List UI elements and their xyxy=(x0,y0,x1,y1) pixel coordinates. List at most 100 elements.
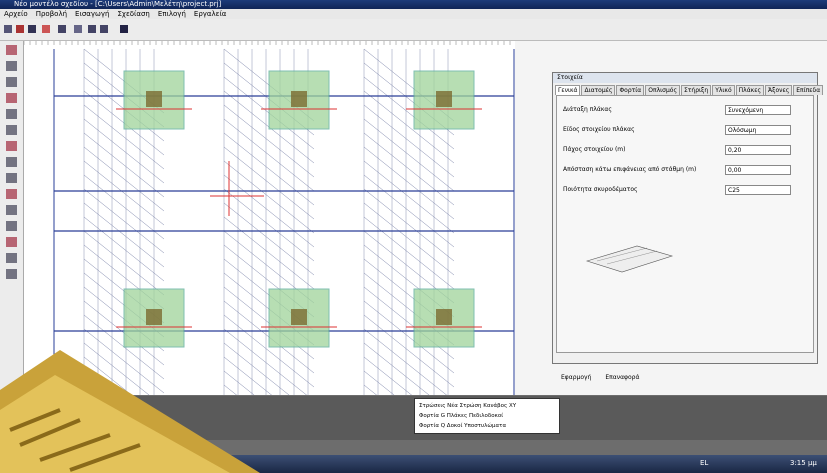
mesh-line xyxy=(83,104,165,170)
mesh-line xyxy=(223,132,315,206)
dialog-tab: Άξονες xyxy=(764,85,793,95)
dialog-tab: Φορτία xyxy=(616,85,645,95)
title-bar: Νέο μοντέλο σχεδίου - [C:\Users\Admin\Με… xyxy=(0,0,827,9)
mesh-line xyxy=(223,314,315,388)
mesh-line xyxy=(363,188,455,262)
footer-option: Επαναφορά xyxy=(605,374,640,381)
field-label: Είδος στοιχείου πλάκας xyxy=(563,126,635,133)
mesh-line xyxy=(363,146,455,220)
field-value: Ολόσωμη xyxy=(725,125,791,135)
dialog-panel: Εφαρμογή Επαναφορά Διάταξη πλάκας Συνεχόμε… xyxy=(556,95,814,381)
mesh-line xyxy=(363,132,455,206)
column xyxy=(291,91,307,107)
mesh-line xyxy=(83,160,165,226)
field-label: Διάταξη πλάκας xyxy=(563,106,612,113)
mesh-line xyxy=(363,370,455,444)
menu-bar: Αρχείο Προβολή Εισαγωγή Σχεδίαση Επιλογή Εργα… xyxy=(0,9,827,19)
language: EL xyxy=(700,459,709,467)
mesh-line xyxy=(223,146,315,220)
mesh-line xyxy=(223,118,315,192)
mesh-line xyxy=(83,230,165,296)
status-line: Φορτία G Πλάκες Πεδιλοδοκοί xyxy=(419,413,504,419)
field-value: 0,20 xyxy=(725,145,791,155)
menu-item: Αρχείο xyxy=(4,10,28,18)
field-value: C25 xyxy=(725,185,791,195)
tool-icon xyxy=(6,125,17,135)
field-label: Πάχος στοιχείου (m) xyxy=(563,146,626,153)
slab-preview xyxy=(585,245,674,273)
dialog-tab: Οπλισμός xyxy=(645,85,680,95)
mesh-line xyxy=(223,160,315,234)
tool-icon xyxy=(6,173,17,183)
mesh-line xyxy=(83,118,165,184)
mesh-line xyxy=(363,300,455,374)
dialog-tab: Διατομές xyxy=(581,85,616,95)
mesh-line xyxy=(363,160,455,234)
field-row: Διάταξη πλάκας Συνεχόμενη xyxy=(563,104,813,116)
tool-icon xyxy=(6,141,17,151)
status-line: Φορτία Q Δοκοί Υποστυλώματα xyxy=(419,423,507,429)
mesh-line xyxy=(363,90,455,164)
tool-icon xyxy=(6,237,17,247)
tool-icon xyxy=(6,253,17,263)
tool-icon xyxy=(6,269,17,279)
mesh-line xyxy=(83,188,165,254)
decoration xyxy=(0,350,260,473)
dialog-tab: Υλικό xyxy=(712,85,735,95)
drawing-canvas xyxy=(23,41,515,458)
dialog-title: Στοιχεία xyxy=(553,73,817,83)
mesh-line xyxy=(363,104,455,178)
properties-dialog: Στοιχεία Γενικά Διατομές Φορτία Οπλισμός Στή… xyxy=(552,72,824,381)
column xyxy=(436,309,452,325)
mesh-line xyxy=(223,174,315,248)
tool-icon xyxy=(6,45,17,55)
column xyxy=(146,309,162,325)
field-value: Συνεχόμενη xyxy=(725,105,791,115)
mesh-line xyxy=(223,188,315,262)
field-row: Είδος στοιχείου πλάκας Ολόσωμη xyxy=(563,124,813,136)
menu-item: Επιλογή xyxy=(157,10,186,18)
tool-icon xyxy=(6,205,17,215)
menu-item: Προβολή xyxy=(35,10,68,18)
footer-option: Εφαρμογή xyxy=(561,374,592,381)
dialog-footer: Εφαρμογή Επαναφορά xyxy=(561,374,653,381)
dialog-tab: Επίπεδα xyxy=(793,85,824,95)
toolbar-icons xyxy=(4,25,128,33)
mesh-line xyxy=(363,328,455,402)
tool-icon xyxy=(6,157,17,167)
tool-icon xyxy=(6,93,17,103)
tool-icon xyxy=(6,109,17,119)
status-info: Στρώσεις Νέα Στρώση Κανάβος XY Φορτία G Π… xyxy=(414,398,560,434)
mesh-line xyxy=(223,104,315,178)
menu-item: Εργαλεία xyxy=(193,10,227,18)
mesh-line xyxy=(223,216,315,290)
field-row: Πάχος στοιχείου (m) 0,20 xyxy=(563,144,813,156)
field-label: Ποιότητα σκυροδέματος xyxy=(563,186,638,193)
field-row: Ποιότητα σκυροδέματος C25 xyxy=(563,184,813,196)
column xyxy=(436,91,452,107)
mesh-line xyxy=(363,174,455,248)
tool-icon xyxy=(6,77,17,87)
toolbar xyxy=(0,19,827,41)
mesh-line xyxy=(363,76,455,150)
mesh-drawing xyxy=(23,41,515,458)
mesh-line xyxy=(83,132,165,198)
mesh-line xyxy=(83,146,165,212)
field-label: Απόσταση κάτω επιφάνειας από στάθμη (m) xyxy=(563,166,697,173)
mesh-line xyxy=(83,328,165,394)
field-row: Απόσταση κάτω επιφάνειας από στάθμη (m) 0… xyxy=(563,164,813,176)
mesh-line xyxy=(83,174,165,240)
left-toolbar xyxy=(0,41,24,396)
mesh-line xyxy=(363,216,455,290)
tool-icon xyxy=(6,61,17,71)
menu-item: Εισαγωγή xyxy=(75,10,110,18)
tool-icon xyxy=(6,189,17,199)
mesh-line xyxy=(223,328,315,402)
mesh-line xyxy=(363,314,455,388)
mesh-line xyxy=(223,202,315,276)
mesh-line xyxy=(83,202,165,268)
mesh-line xyxy=(83,216,165,282)
column xyxy=(291,309,307,325)
dialog-tab: Στήριξη xyxy=(680,85,712,95)
